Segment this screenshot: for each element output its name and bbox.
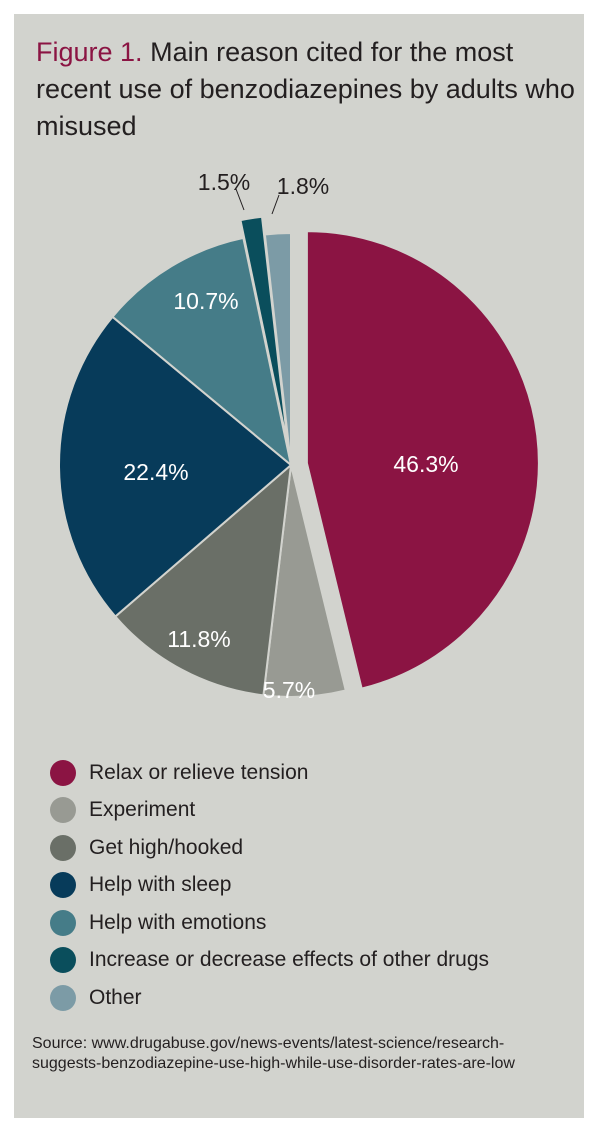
leader-line [271, 194, 280, 215]
legend-item: Experiment [50, 792, 570, 830]
pie-slice-get-high-hooked [113, 462, 293, 697]
legend-label: Help with emotions [89, 910, 267, 934]
figure-card: Figure 1. Main reason cited for the most… [14, 14, 584, 1118]
legend-swatch [50, 984, 76, 1011]
figure-label: Figure 1. [36, 37, 143, 67]
legend-label: Increase or decrease effects of other dr… [89, 948, 490, 972]
legend-item: Get high/hooked [50, 829, 570, 867]
legend-swatch [50, 797, 76, 824]
pie-slice-help-with-emotions [111, 236, 293, 468]
slice-value-label: 5.7% [263, 677, 315, 703]
leader-line [235, 188, 245, 211]
legend-label: Experiment [89, 798, 196, 822]
legend-item: Relax or relieve tension [50, 754, 570, 792]
pie-chart: 46.3% 5.7% 11.8% 22.4% 10.7% 1.5% 1.8% [58, 169, 540, 703]
legend-item: Help with emotions [50, 904, 570, 942]
legend-label: Get high/hooked [89, 835, 244, 859]
legend-swatch [50, 872, 76, 899]
figure-title: Figure 1. Main reason cited for the most… [36, 34, 576, 145]
legend-label: Other [89, 985, 142, 1009]
slice-value-label: 10.7% [173, 288, 238, 314]
legend-swatch [50, 909, 76, 936]
pie-slice-help-with-sleep [58, 315, 293, 618]
slice-value-label: 1.8% [277, 173, 329, 199]
pie-slice-other [263, 231, 292, 466]
legend-label: Help with sleep [89, 873, 232, 897]
legend-label: Relax or relieve tension [89, 760, 309, 784]
legend-swatch [50, 834, 76, 861]
source-note: Source: www.drugabuse.gov/news-events/la… [32, 1035, 515, 1072]
slice-value-label: 46.3% [393, 451, 458, 477]
legend-swatch [50, 947, 76, 974]
slice-value-label: 11.8% [167, 626, 231, 652]
pie-slice-relax-or-relieve-tension [305, 230, 540, 690]
legend-swatch [50, 759, 76, 786]
chart-legend: Relax or relieve tension Experiment Get hi… [50, 754, 570, 1017]
slice-value-label: 1.5% [198, 169, 250, 195]
legend-item: Help with sleep [50, 867, 570, 905]
legend-item: Increase or decrease effects of other dr… [50, 942, 570, 980]
slice-value-label: 22.4% [123, 459, 188, 485]
legend-item: Other [50, 979, 570, 1017]
figure-title-text: Main reason cited for the most recent us… [36, 37, 575, 141]
pie-slice-increase-or-decrease-effects-of-other-drugs [239, 215, 290, 448]
